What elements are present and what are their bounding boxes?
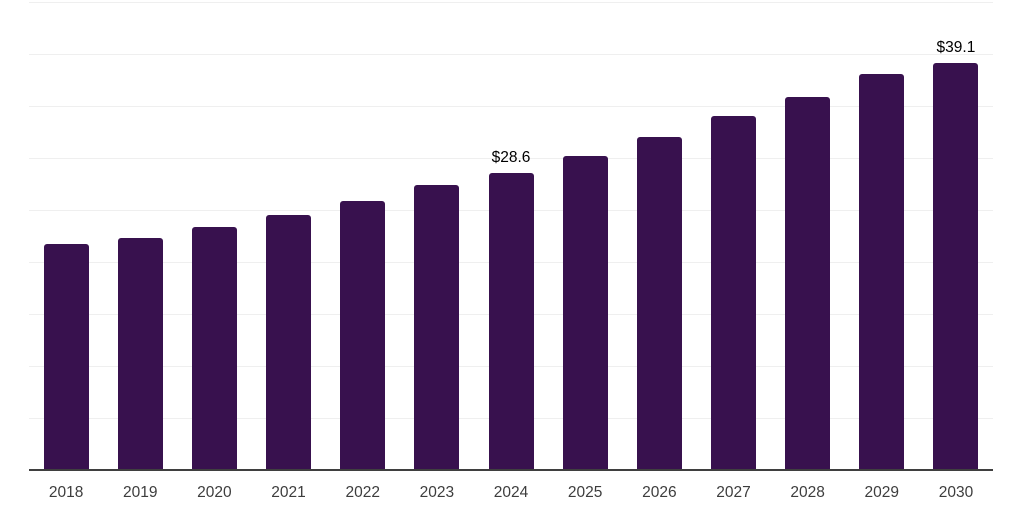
x-tick-label-2020: 2020 bbox=[197, 484, 232, 501]
gridline-30 bbox=[29, 158, 993, 159]
x-tick-label-2021: 2021 bbox=[271, 484, 306, 501]
x-tick-label-2029: 2029 bbox=[864, 484, 900, 501]
bar-2027 bbox=[710, 116, 756, 470]
bar-group-2027 bbox=[696, 2, 770, 470]
x-tick-label-2030: 2030 bbox=[938, 484, 974, 501]
bar-group-2022 bbox=[326, 2, 400, 470]
x-tick-label-2023: 2023 bbox=[419, 484, 455, 501]
bar-2020 bbox=[191, 226, 237, 470]
bar-2029 bbox=[859, 73, 905, 470]
bar-2018 bbox=[43, 244, 89, 470]
x-axis-line bbox=[29, 469, 993, 471]
gridline-35 bbox=[29, 106, 993, 107]
gridline-45 bbox=[29, 2, 993, 3]
bar-2030 bbox=[933, 63, 979, 470]
bar-2022 bbox=[340, 200, 386, 470]
bar-2021 bbox=[266, 215, 312, 470]
x-tick-label-2018: 2018 bbox=[48, 484, 84, 501]
bar-series: $28.6 $39.1 bbox=[29, 2, 993, 470]
x-tick-label-2024: 2024 bbox=[493, 484, 529, 501]
bar-2025 bbox=[562, 155, 608, 470]
x-tick-label-2028: 2028 bbox=[790, 484, 825, 501]
bar-group-2029 bbox=[845, 2, 919, 470]
gridline-40 bbox=[29, 54, 993, 55]
x-tick-label-2026: 2026 bbox=[642, 484, 677, 501]
bar-group-2019 bbox=[103, 2, 177, 470]
bar-group-2018 bbox=[29, 2, 103, 470]
bar-group-2023 bbox=[400, 2, 474, 470]
bar-group-2024: $28.6 bbox=[474, 2, 548, 470]
x-tick-label-2019: 2019 bbox=[122, 484, 158, 501]
bar-group-2028 bbox=[771, 2, 845, 470]
bar-2019 bbox=[117, 238, 163, 470]
bar-group-2020 bbox=[177, 2, 251, 470]
bar-2026 bbox=[636, 137, 682, 470]
bar-2023 bbox=[414, 185, 460, 470]
x-tick-label-2022: 2022 bbox=[345, 484, 380, 501]
bar-group-2025 bbox=[548, 2, 622, 470]
x-tick-label-2027: 2027 bbox=[716, 484, 751, 501]
bar-2024 bbox=[488, 172, 534, 470]
bar-group-2026 bbox=[622, 2, 696, 470]
bar-group-2021 bbox=[251, 2, 325, 470]
x-tick-label-2025: 2025 bbox=[567, 484, 603, 501]
bar-value-label-2024: $28.6 bbox=[491, 148, 531, 166]
bar-value-label-2030: $39.1 bbox=[936, 39, 976, 57]
bar-2028 bbox=[785, 96, 831, 470]
plot-area: $28.6 $39.1 bbox=[29, 2, 993, 471]
x-axis-tick-labels: 2018 2019 2020 2021 2022 2023 2024 2025 2026 2027… bbox=[29, 470, 993, 512]
bar-group-2030: $39.1 bbox=[919, 2, 993, 470]
